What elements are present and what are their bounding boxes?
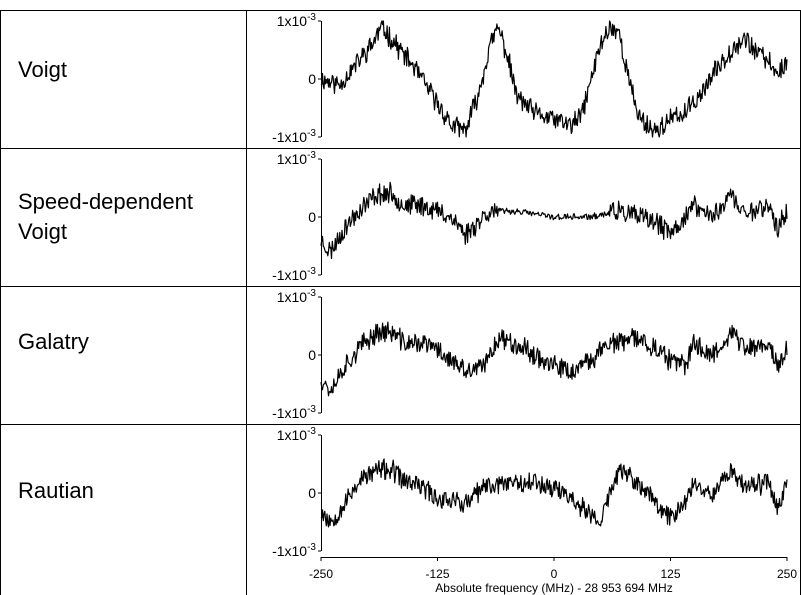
- x-tick-label: -125: [425, 567, 449, 581]
- panel-label-rautian: Rautian: [18, 476, 94, 506]
- panel-label-line: Rautian: [18, 478, 94, 503]
- y-tick-exponent: -3: [307, 12, 316, 23]
- y-tick-label: -1x10-3: [272, 128, 316, 145]
- x-tick-label: 0: [551, 567, 558, 581]
- y-tick-label: 1x10-3: [277, 426, 317, 443]
- x-tick-label: 125: [660, 567, 680, 581]
- y-tick-label: -1x10-3: [272, 266, 316, 283]
- panel-label-speed-dependent-voigt: Speed-dependent Voigt: [18, 187, 193, 247]
- x-tick-label: 250: [777, 567, 797, 581]
- panel-label-line: Speed-dependent: [18, 189, 193, 214]
- y-tick-label: 0: [308, 485, 316, 501]
- y-tick-label: 1x10-3: [277, 150, 317, 167]
- y-tick-label: 0: [308, 209, 316, 225]
- x-axis-label: Absolute frequency (MHz) - 28 953 694 MH…: [435, 581, 672, 595]
- y-tick-label: 0: [308, 347, 316, 363]
- panel-label-voigt: Voigt: [18, 55, 67, 85]
- y-tick-exponent: -3: [307, 128, 316, 139]
- series-line: [320, 458, 788, 528]
- y-tick-label: -1x10-3: [272, 404, 316, 421]
- y-tick-label: -1x10-3: [272, 542, 316, 559]
- y-tick-exponent: -3: [307, 426, 316, 437]
- y-tick-exponent: -3: [307, 404, 316, 415]
- y-tick-label: 0: [308, 71, 316, 87]
- y-tick-label: 1x10-3: [277, 288, 317, 305]
- panel-label-galatry: Galatry: [18, 327, 89, 357]
- panel-label-line: Voigt: [18, 219, 67, 244]
- series-line: [320, 20, 788, 138]
- x-tick-label: -250: [309, 567, 333, 581]
- series-line: [320, 181, 788, 260]
- y-tick-label: 1x10-3: [277, 12, 317, 29]
- y-tick-exponent: -3: [307, 288, 316, 299]
- y-tick-exponent: -3: [307, 542, 316, 553]
- y-tick-exponent: -3: [307, 150, 316, 161]
- y-tick-exponent: -3: [307, 266, 316, 277]
- series-line: [320, 321, 788, 397]
- panel-label-line: Voigt: [18, 57, 67, 82]
- panel-label-line: Galatry: [18, 329, 89, 354]
